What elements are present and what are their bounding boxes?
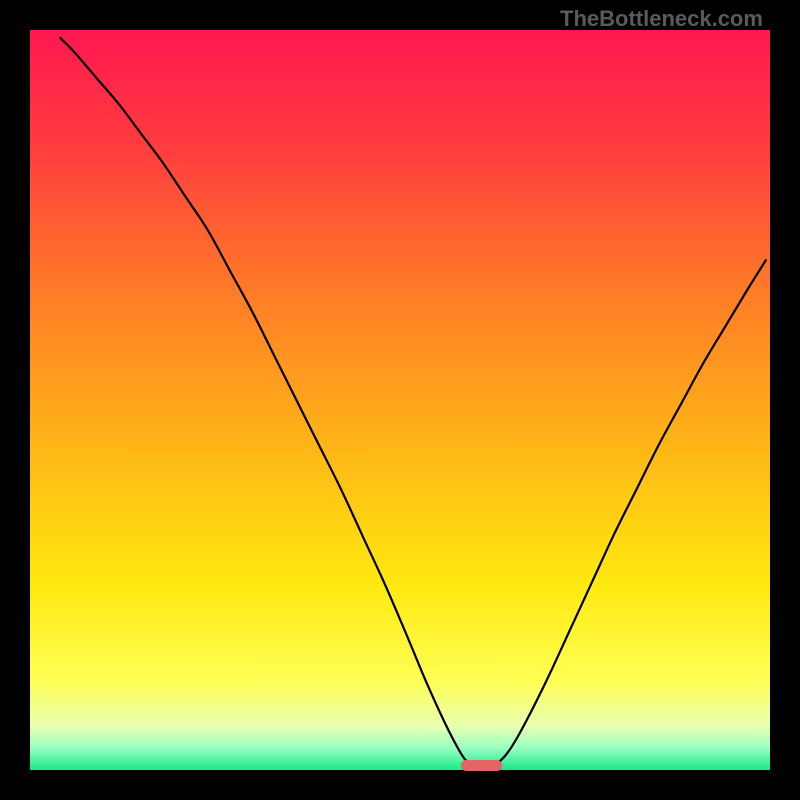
optimal-marker (461, 760, 502, 772)
bottleneck-curve (0, 0, 800, 800)
chart-container: TheBottleneck.com (0, 0, 800, 800)
watermark-text: TheBottleneck.com (560, 6, 763, 32)
curve-path (60, 37, 767, 767)
